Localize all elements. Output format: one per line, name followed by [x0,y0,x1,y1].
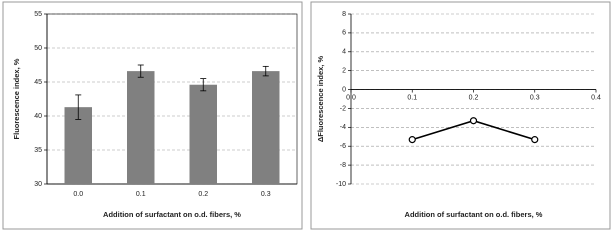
x-tick-label: 0.0 [73,191,83,198]
y-tick-label: 6 [342,30,346,37]
y-tick-label: 2 [342,68,346,75]
x-tick-label: 0.1 [136,191,146,198]
bar [127,71,155,184]
panel-frame [310,1,611,230]
bar [64,107,92,184]
y-tick-label: -2 [340,105,346,112]
y-tick-label: 0 [342,86,346,93]
y-tick-label: -6 [340,143,346,150]
x-tick-label: 0.3 [261,191,271,198]
y-tick-label: -8 [340,162,346,169]
y-axis-label: Fluorescence index, % [12,58,21,139]
x-tick-label: 0.3 [530,94,540,101]
y-tick-label: 4 [342,49,346,56]
y-tick-label: 8 [342,11,346,18]
point [531,136,539,144]
y-tick-label: 55 [34,11,42,18]
x-tick-label: 0.1 [407,94,417,101]
y-tick-label: -4 [340,124,346,131]
y-tick-label: 50 [34,45,42,52]
x-tick-label: 0.4 [591,94,601,101]
x-axis-label: Addition of surfactant on o.d. fibers, % [405,210,543,219]
bar [189,84,217,184]
y-tick-label: 45 [34,79,42,86]
x-tick-label: 0.2 [198,191,208,198]
y-tick-label: 30 [34,181,42,188]
x-tick-label: 0.2 [469,94,479,101]
y-tick-label: -10 [336,181,346,188]
y-tick-label: 40 [34,113,42,120]
point [469,117,478,125]
bar [252,71,280,184]
x-tick-label: 0.0 [346,94,356,101]
x-axis-label: Addition of surfactant on o.d. fibers, % [103,210,241,219]
plot-frame [46,13,298,185]
y-tick-label: 35 [34,147,42,154]
point [408,136,416,144]
y-axis-label: ΔFluorescence index, % [316,56,325,143]
